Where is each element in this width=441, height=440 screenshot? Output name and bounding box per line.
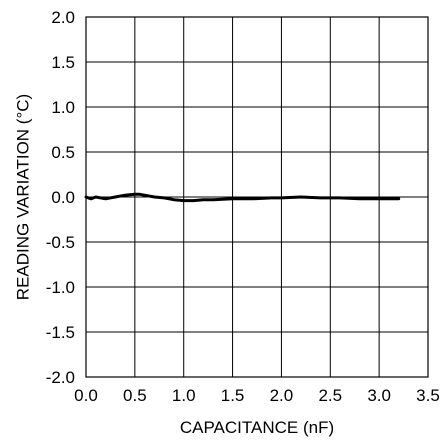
x-tick-label: 1.0 [172,386,196,405]
y-tick-label: -1.5 [46,323,75,342]
grid [86,17,428,377]
y-tick-label: 0.0 [51,188,75,207]
series-line [84,192,401,203]
y-tick-label: 0.5 [51,143,75,162]
x-tick-label: 0.0 [74,386,98,405]
y-tick-label: 1.5 [51,53,75,72]
x-tick-label: 1.5 [221,386,245,405]
y-tick-label: -2.0 [46,368,75,387]
x-tick-label: 3.0 [367,386,391,405]
x-tick-label: 3.5 [416,386,440,405]
y-axis-title: READING VARIATION (°C) [13,94,32,300]
x-tick-label: 2.5 [318,386,342,405]
y-tick-label: 2.0 [51,8,75,27]
x-tick-label: 0.5 [123,386,147,405]
x-tick-label: 2.0 [270,386,294,405]
y-tick-label: -1.0 [46,278,75,297]
x-tick-labels: 0.0 0.5 1.0 1.5 2.0 2.5 3.0 3.5 [74,386,440,405]
x-axis-title: CAPACITANCE (nF) [180,418,334,437]
y-tick-label: -0.5 [46,233,75,252]
y-tick-labels: 2.0 1.5 1.0 0.5 0.0 -0.5 -1.0 -1.5 -2.0 [46,8,75,387]
y-tick-label: 1.0 [51,98,75,117]
